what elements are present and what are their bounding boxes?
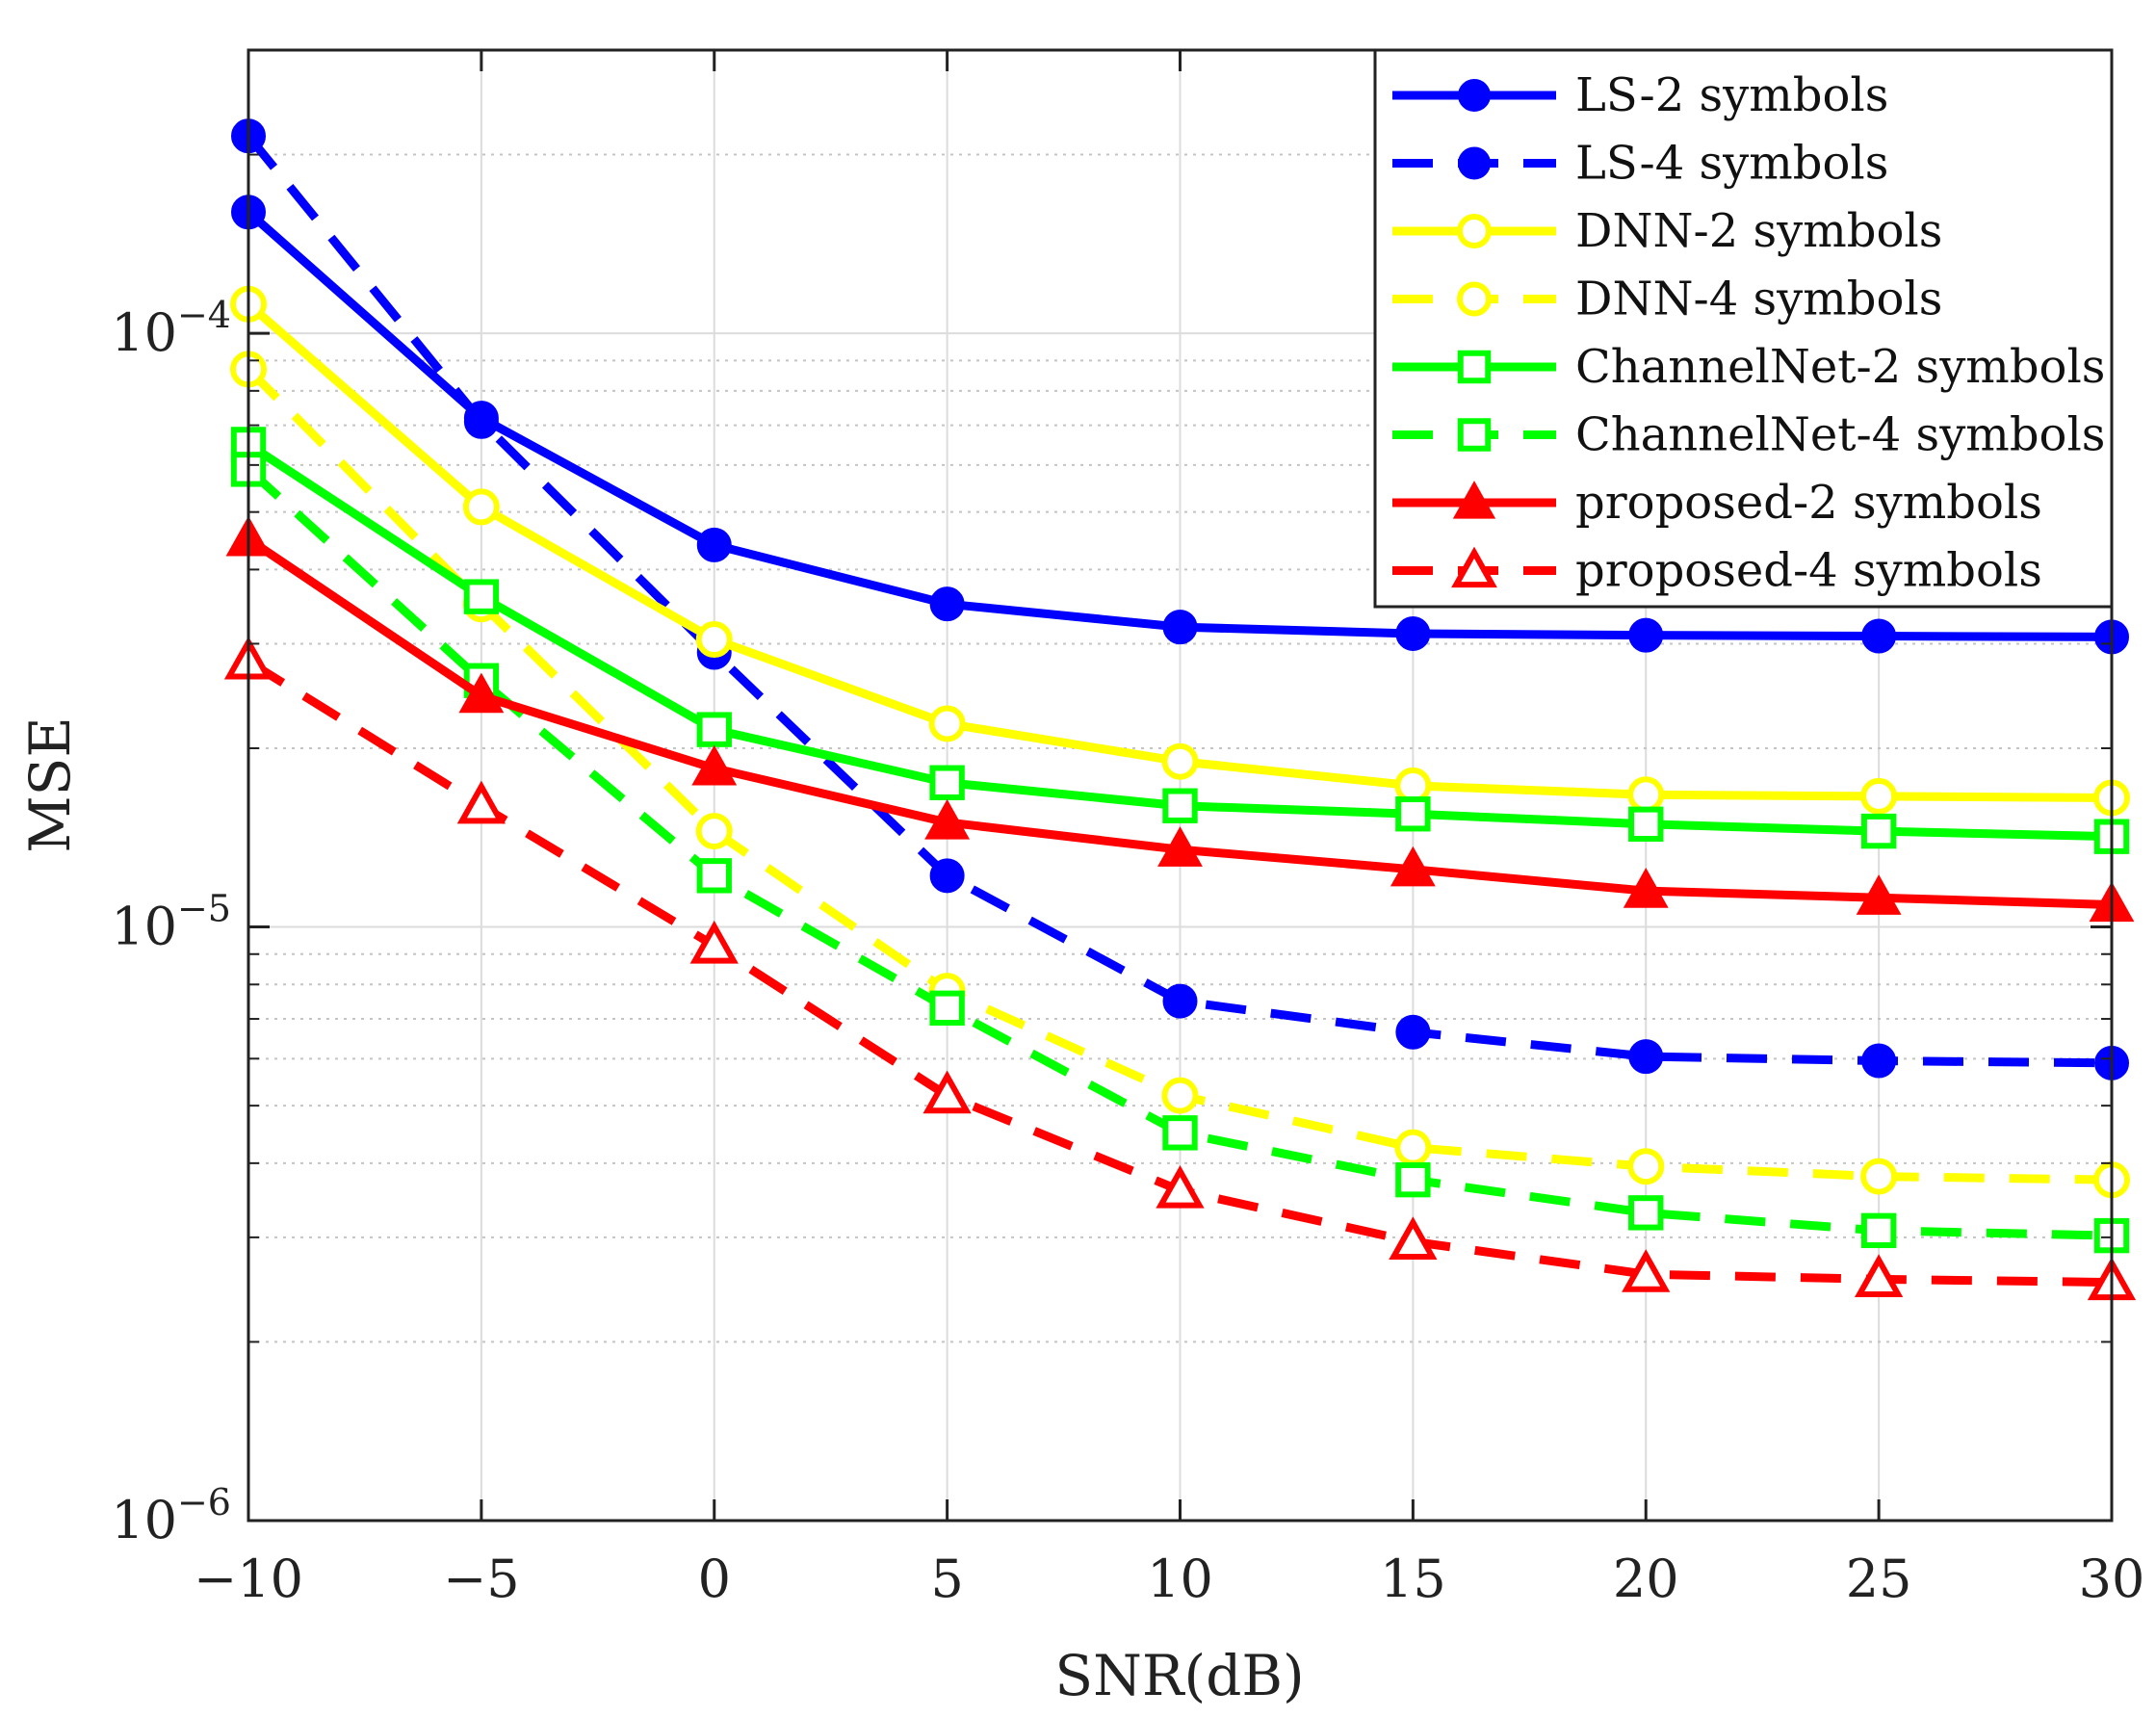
data-point [929,586,965,622]
data-point [1162,983,1198,1019]
x-tick-label: 20 [1613,1549,1679,1609]
data-point [1856,874,1902,915]
x-tick-labels: −10 −5 0 5 10 15 20 25 30 [194,1549,2144,1609]
x-tick-label: −5 [443,1549,520,1609]
legend-marker [1457,350,1492,384]
legend-marker [1457,418,1492,452]
legend: LS-2 symbols LS-4 symbols DNN-2 symbols DNN… [1373,48,2114,609]
series-4 [230,427,2130,854]
legend-label: LS-2 symbols [1575,68,1888,122]
data-point [928,705,966,742]
data-point [924,798,971,840]
x-tick-label: 0 [698,1549,731,1609]
legend-label: proposed-2 symbols [1575,476,2042,530]
data-point [1623,868,1669,908]
data-point [1860,1212,1897,1249]
data-point [1395,1014,1431,1050]
legend-box [1373,48,2114,609]
data-point [1395,796,1431,832]
data-point [1394,1129,1432,1166]
data-point [689,920,739,964]
x-axis-title: SNR(dB) [1054,1643,1304,1708]
legend-label: ChannelNet-4 symbols [1575,408,2105,462]
y-tick-label: 10−4 [111,294,231,363]
data-point [696,527,732,562]
data-point [1162,1115,1198,1151]
data-point [1860,813,1897,849]
legend-label: DNN-2 symbols [1575,204,1942,258]
legend-item: ChannelNet-2 symbols [1392,340,2105,394]
data-point [1389,1216,1438,1260]
data-point [1162,788,1198,823]
data-point [929,990,965,1027]
legend-label: proposed-4 symbols [1575,544,2042,598]
data-point [1861,618,1897,654]
legend-item: ChannelNet-4 symbols [1392,408,2105,462]
legend-marker [1457,281,1492,317]
data-point [695,813,733,850]
data-point [922,1070,972,1114]
data-point [1161,1077,1199,1114]
data-point [1394,767,1432,804]
legend-item: LS-2 symbols [1392,68,1888,122]
data-point [462,488,500,526]
legend-label: ChannelNet-2 symbols [1575,340,2105,394]
legend-item: proposed-4 symbols [1392,544,2042,598]
data-point [929,858,965,894]
legend-item: LS-4 symbols [1392,137,1888,191]
data-point [1395,1161,1431,1198]
x-tick-label: −10 [194,1549,303,1609]
data-point [1162,610,1198,645]
series-7 [223,636,2137,1301]
legend-marker [1457,214,1492,248]
data-point [929,765,965,800]
series-5 [230,452,2130,1254]
data-point [1861,1043,1897,1079]
series-2 [230,285,2130,817]
data-point [696,858,732,894]
y-axis-title: MSE [17,716,83,852]
series-layer [223,118,2137,1301]
data-point [1161,742,1199,780]
data-point [1395,615,1431,651]
data-point [1390,846,1436,887]
y-tick-label: 10−6 [111,1481,231,1550]
legend-item: proposed-2 symbols [1392,476,2042,530]
legend-marker [1458,79,1491,112]
data-point [463,579,500,614]
x-tick-label: 30 [2079,1549,2145,1609]
data-point [1860,1158,1898,1195]
legend-marker [1452,481,1496,519]
legend-item: DNN-4 symbols [1392,273,1942,326]
x-tick-label: 25 [1846,1549,1912,1609]
data-point [1860,777,1898,815]
legend-item: DNN-2 symbols [1392,204,1942,258]
data-point [1628,806,1664,842]
data-point [456,780,507,824]
y-tick-label: 10−5 [111,888,231,957]
data-point [1157,826,1203,867]
x-tick-label: 10 [1147,1549,1213,1609]
data-point [1854,1254,1904,1297]
legend-label: LS-4 symbols [1575,137,1888,191]
data-point [1627,1148,1665,1185]
x-tick-label: 5 [930,1549,963,1609]
data-point [1622,1249,1671,1292]
data-point [1156,1164,1205,1209]
data-point [696,712,732,747]
legend-marker [1451,546,1497,588]
data-point [458,672,505,714]
data-point [695,621,733,659]
data-point [1628,1039,1664,1075]
data-point [1628,617,1664,653]
legend-label: DNN-4 symbols [1575,273,1942,326]
data-point [691,744,738,786]
data-point [463,403,499,439]
x-tick-label: 15 [1380,1549,1446,1609]
y-tick-labels: 10−6 10−5 10−4 [111,294,231,1550]
legend-marker [1458,146,1491,180]
data-point [1627,776,1665,814]
data-point [1628,1195,1664,1231]
